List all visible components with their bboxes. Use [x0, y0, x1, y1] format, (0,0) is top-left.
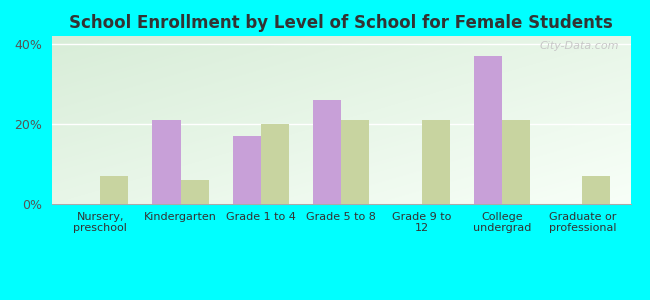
Bar [422, 120, 450, 204]
Bar [233, 136, 261, 204]
Bar [181, 180, 209, 204]
Text: City-Data.com: City-Data.com [540, 41, 619, 51]
Bar [341, 120, 369, 204]
Bar [261, 124, 289, 204]
Bar [582, 176, 610, 204]
Bar [313, 100, 341, 204]
Bar [502, 120, 530, 204]
Title: School Enrollment by Level of School for Female Students: School Enrollment by Level of School for… [70, 14, 613, 32]
Bar [474, 56, 502, 204]
Bar [153, 120, 181, 204]
Bar [100, 176, 128, 204]
